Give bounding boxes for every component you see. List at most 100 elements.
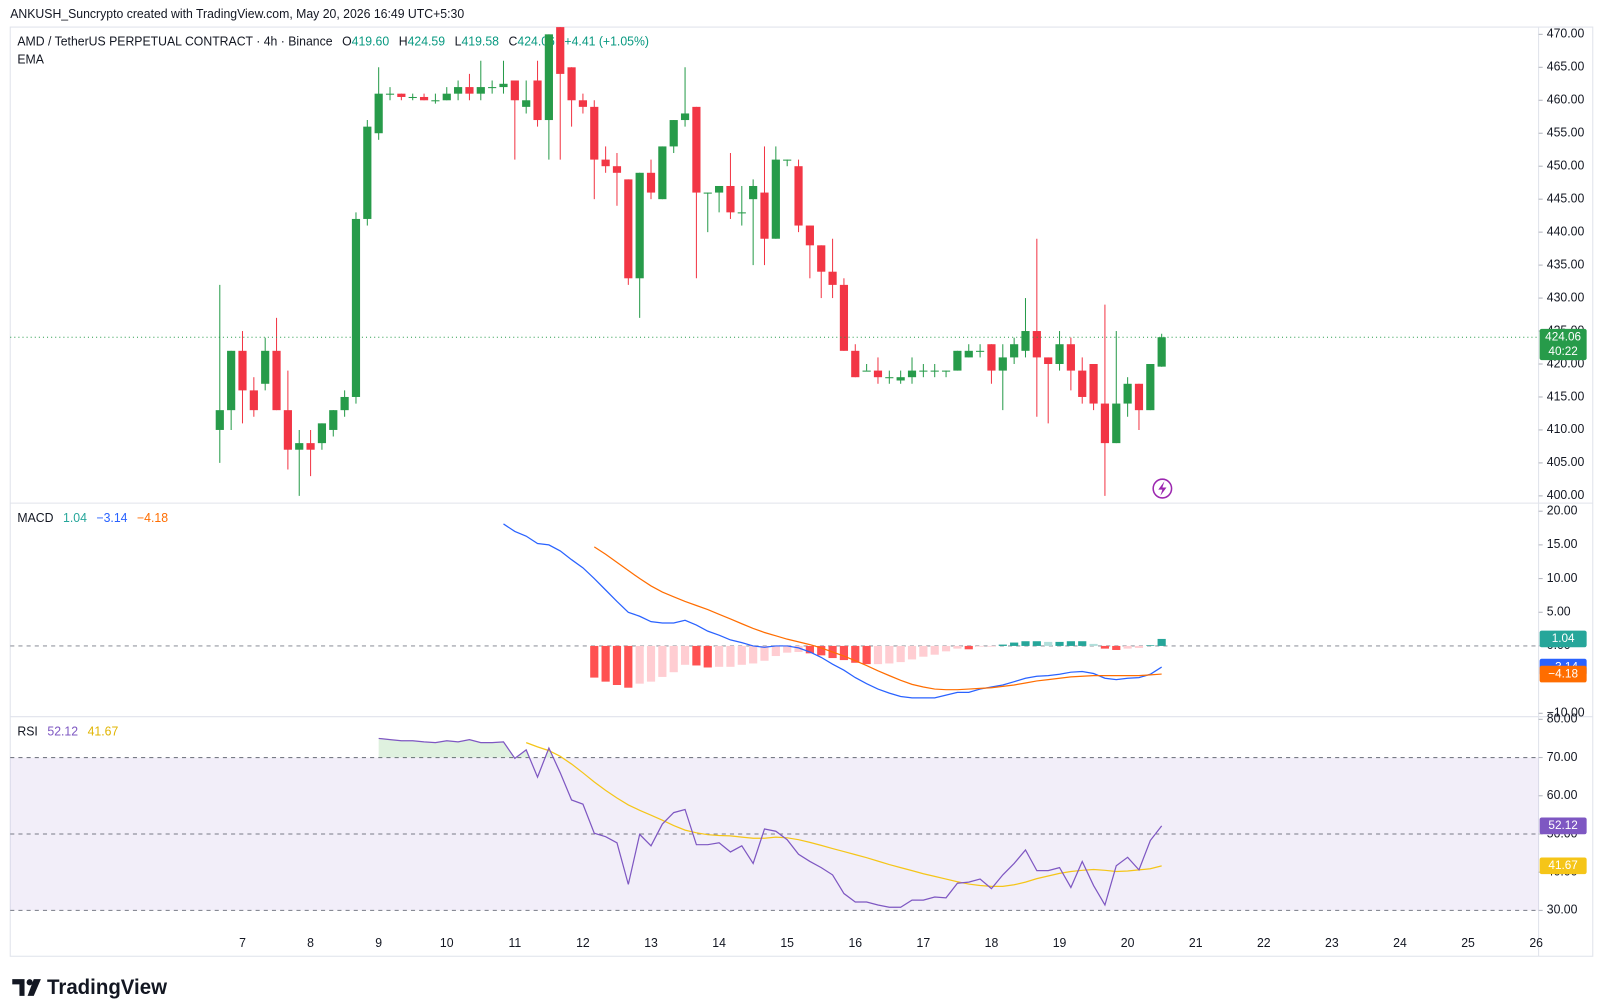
histogram-bar — [680, 645, 690, 665]
candle-body — [646, 172, 656, 193]
x-tick-label: 16 — [848, 936, 862, 950]
y-tick-label: 5.00 — [1547, 604, 1571, 618]
y-tick-label: 445.00 — [1547, 191, 1585, 205]
x-tick-label: 17 — [917, 936, 931, 950]
candle-body — [476, 87, 485, 94]
y-tick-label: 400.00 — [1547, 488, 1585, 502]
macd-signal-value: −4.18 — [137, 511, 168, 525]
histogram-bar — [760, 645, 769, 661]
macd-title: MACD — [17, 511, 53, 525]
candle-body — [839, 284, 849, 351]
overbought-fill — [378, 738, 1162, 758]
x-tick-label: 19 — [1053, 936, 1067, 950]
candle-body — [488, 87, 497, 89]
price-badge — [1539, 857, 1587, 875]
histogram-bar — [1021, 641, 1030, 646]
ohlc-value: 424.59 — [408, 35, 446, 49]
logo-mark — [12, 979, 25, 996]
candle-body — [1066, 344, 1075, 371]
rsi-ma-value: 41.67 — [88, 724, 119, 738]
x-tick-label: 12 — [576, 936, 590, 950]
histogram-bar — [749, 645, 758, 664]
candle-body — [1055, 344, 1064, 365]
candle-body — [397, 93, 406, 97]
candle-body — [862, 370, 871, 372]
candle-body — [828, 271, 837, 285]
candle-body — [760, 192, 769, 239]
x-tick-label: 8 — [307, 936, 314, 950]
symbol-legend: AMD / TetherUS PERPETUAL CONTRACT · 4h ·… — [17, 35, 649, 49]
histogram-bar — [1123, 645, 1132, 649]
x-tick-label: 26 — [1529, 936, 1543, 950]
candle-body — [1157, 337, 1166, 367]
y-tick-label: 440.00 — [1547, 224, 1585, 238]
ohlc-key: O — [342, 35, 352, 49]
histogram — [590, 638, 1166, 688]
y-tick-label: 470.00 — [1547, 27, 1585, 41]
histogram-bar — [1066, 641, 1075, 646]
candle-body — [1146, 364, 1155, 411]
x-tick-label: 22 — [1257, 936, 1271, 950]
candle-body — [794, 166, 803, 226]
candle-body — [953, 350, 962, 371]
candle-body — [578, 100, 588, 107]
ohlc-value: 419.58 — [461, 35, 499, 49]
alert-bolt[interactable] — [1158, 481, 1167, 496]
candle-body — [238, 350, 247, 391]
candle-body — [896, 377, 905, 381]
attribution: ANKUSH_Suncrypto created with TradingVie… — [10, 7, 464, 21]
x-tick-label: 23 — [1325, 936, 1339, 950]
y-tick-label: 20.00 — [1547, 503, 1578, 517]
candle-body — [987, 344, 996, 371]
candle-body — [419, 96, 429, 101]
histogram-bar — [1146, 645, 1155, 646]
histogram-bar — [919, 645, 928, 657]
histogram-bar — [726, 645, 735, 667]
candles — [215, 27, 1166, 496]
price-badge — [1539, 630, 1587, 648]
candle-body — [715, 185, 724, 193]
candle-body — [510, 80, 519, 101]
macd-legend: MACD 1.04 −3.14 −4.18 — [17, 511, 168, 525]
candle-body — [998, 357, 1007, 371]
histogram-bar — [805, 645, 814, 654]
candle-body — [612, 166, 622, 173]
y-tick-label: 80.00 — [1547, 712, 1578, 726]
y-tick-label: 455.00 — [1547, 125, 1585, 139]
y-tick-label: 70.00 — [1547, 750, 1578, 764]
candle-body — [907, 370, 917, 378]
y-tick-label: 450.00 — [1547, 158, 1585, 172]
y-tick-label: 430.00 — [1547, 290, 1585, 304]
indicator-legend: EMA — [17, 53, 44, 67]
histogram-bar — [612, 645, 622, 686]
candle-body — [783, 159, 792, 161]
candle-body — [363, 126, 372, 219]
price-badge — [1539, 665, 1587, 683]
histogram-bar — [692, 645, 701, 666]
x-tick-label: 18 — [985, 936, 999, 950]
chart-frame — [9, 26, 1594, 957]
candle-body — [941, 370, 951, 372]
histogram-bar — [783, 645, 792, 653]
candle-body — [680, 113, 690, 121]
x-tick-label: 10 — [440, 936, 454, 950]
macd-hist-value: 1.04 — [63, 511, 87, 525]
candle-body — [1032, 331, 1041, 358]
alert-icon[interactable] — [1152, 478, 1173, 499]
badge-label: 41.67 — [1548, 858, 1577, 872]
histogram-bar — [953, 645, 962, 649]
histogram-bar — [862, 645, 871, 665]
histogram-bar — [1078, 641, 1087, 646]
candle-body — [1078, 370, 1087, 397]
brand-logo — [12, 979, 41, 996]
histogram-bar — [635, 645, 644, 684]
rsi-line — [378, 737, 1163, 908]
histogram-bar — [1100, 645, 1110, 649]
candle-body — [442, 93, 451, 101]
candle-body — [1089, 364, 1098, 404]
candle-body — [340, 396, 349, 411]
candle-body — [385, 93, 395, 95]
symbol-title: AMD / TetherUS PERPETUAL CONTRACT · 4h ·… — [17, 35, 332, 49]
candle-body — [624, 179, 633, 279]
price-badge — [1539, 817, 1587, 835]
